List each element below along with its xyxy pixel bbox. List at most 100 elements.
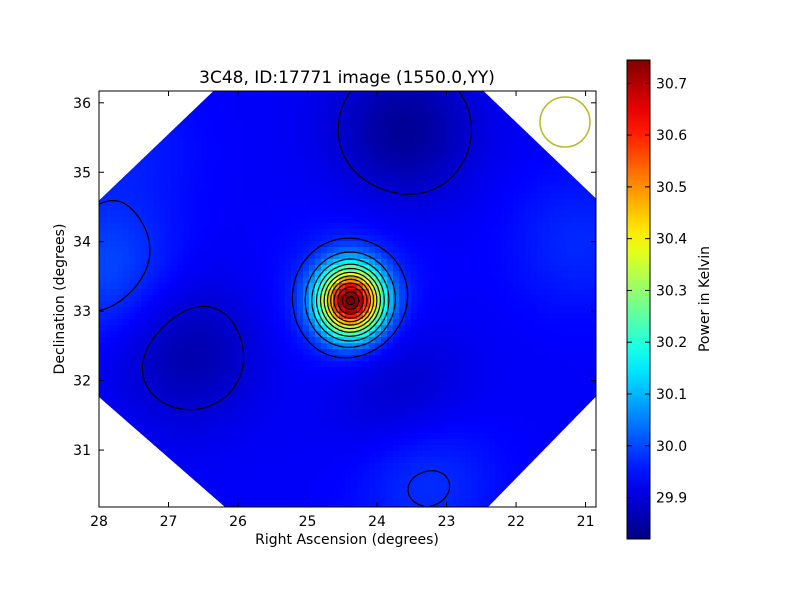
heatmap-cell xyxy=(195,373,202,380)
heatmap-cell xyxy=(333,217,340,224)
heatmap-cell xyxy=(567,277,574,284)
heatmap-cell xyxy=(159,109,166,116)
heatmap-cell xyxy=(555,217,562,224)
heatmap-cell xyxy=(99,361,106,368)
heatmap-cell xyxy=(177,223,184,230)
heatmap-cell xyxy=(201,391,208,398)
heatmap-cell xyxy=(495,439,502,446)
heatmap-cell xyxy=(399,373,406,380)
heatmap-cell xyxy=(213,343,220,350)
heatmap-cell xyxy=(351,433,358,440)
heatmap-cell xyxy=(255,439,262,446)
heatmap-cell xyxy=(327,145,334,152)
heatmap-cell xyxy=(483,313,490,320)
heatmap-cell xyxy=(501,343,508,350)
heatmap-cell xyxy=(327,319,334,326)
heatmap-cell xyxy=(123,397,130,404)
heatmap-cell xyxy=(477,133,484,140)
heatmap-cell xyxy=(183,295,190,302)
heatmap-cell xyxy=(327,175,334,182)
heatmap-cell xyxy=(303,361,310,368)
heatmap-cell xyxy=(351,397,358,404)
heatmap-cell xyxy=(219,193,226,200)
heatmap-cell xyxy=(255,289,262,296)
heatmap-cell xyxy=(345,175,352,182)
heatmap-cell xyxy=(291,295,298,302)
heatmap-cell xyxy=(477,217,484,224)
heatmap-cell xyxy=(153,265,160,272)
heatmap-cell xyxy=(159,259,166,266)
heatmap-cell xyxy=(321,151,328,158)
heatmap-cell xyxy=(429,229,436,236)
heatmap-cell xyxy=(117,439,124,446)
heatmap-cell xyxy=(237,361,244,368)
heatmap-cell xyxy=(387,133,394,140)
heatmap-cell xyxy=(585,199,592,206)
heatmap-cell xyxy=(423,379,430,386)
heatmap-cell xyxy=(567,427,574,434)
heatmap-cell xyxy=(483,205,490,212)
heatmap-cell xyxy=(333,367,340,374)
heatmap-cell xyxy=(339,109,346,116)
heatmap-cell xyxy=(255,427,262,434)
heatmap-cell xyxy=(141,427,148,434)
heatmap-cell xyxy=(333,253,340,260)
heatmap-cell xyxy=(153,325,160,332)
heatmap-cell xyxy=(519,109,526,116)
heatmap-cell xyxy=(273,229,280,236)
heatmap-cell xyxy=(399,331,406,338)
heatmap-cell xyxy=(183,397,190,404)
heatmap-cell xyxy=(201,187,208,194)
heatmap-cell xyxy=(363,253,370,260)
heatmap-cell xyxy=(207,145,214,152)
heatmap-cell xyxy=(165,337,172,344)
heatmap-cell xyxy=(465,409,472,416)
heatmap-cell xyxy=(417,355,424,362)
heatmap-cell xyxy=(153,355,160,362)
heatmap-cell xyxy=(555,115,562,122)
heatmap-cell xyxy=(189,343,196,350)
heatmap-cell xyxy=(333,157,340,164)
heatmap-cell xyxy=(321,211,328,218)
heatmap-cell xyxy=(567,439,574,446)
heatmap-cell xyxy=(561,289,568,296)
heatmap-cell xyxy=(177,391,184,398)
heatmap-cell xyxy=(237,445,244,452)
heatmap-cell xyxy=(261,319,268,326)
heatmap-cell xyxy=(279,133,286,140)
heatmap-cell xyxy=(183,445,190,452)
heatmap-cell xyxy=(339,181,346,188)
heatmap-cell xyxy=(183,403,190,410)
heatmap-cell xyxy=(105,379,112,386)
heatmap-cell xyxy=(255,421,262,428)
heatmap-cell xyxy=(513,205,520,212)
heatmap-cell xyxy=(585,169,592,176)
heatmap-cell xyxy=(153,319,160,326)
heatmap-cell xyxy=(333,319,340,326)
heatmap-cell xyxy=(261,397,268,404)
heatmap-cell xyxy=(147,229,154,236)
heatmap-cell xyxy=(507,217,514,224)
heatmap-cell xyxy=(183,409,190,416)
heatmap-cell xyxy=(111,211,118,218)
heatmap-cell xyxy=(111,193,118,200)
heatmap-cell xyxy=(243,187,250,194)
heatmap-cell xyxy=(465,247,472,254)
heatmap-cell xyxy=(285,91,292,98)
heatmap-cell xyxy=(177,355,184,362)
heatmap-cell xyxy=(219,163,226,170)
heatmap-cell xyxy=(411,427,418,434)
heatmap-cell xyxy=(249,337,256,344)
heatmap-cell xyxy=(321,277,328,284)
heatmap-cell xyxy=(189,223,196,230)
heatmap-cell xyxy=(459,145,466,152)
heatmap-cell xyxy=(429,169,436,176)
heatmap-cell xyxy=(411,379,418,386)
heatmap-cell xyxy=(375,403,382,410)
heatmap-cell xyxy=(393,361,400,368)
heatmap-cell xyxy=(279,91,286,98)
heatmap-cell xyxy=(483,319,490,326)
heatmap-cell xyxy=(585,421,592,428)
heatmap-cell xyxy=(153,259,160,266)
heatmap-cell xyxy=(243,241,250,248)
